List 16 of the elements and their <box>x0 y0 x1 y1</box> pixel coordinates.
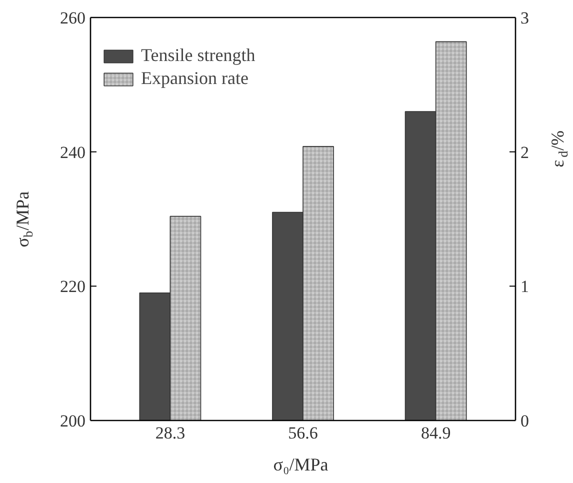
y-axis-title: σb/MPa <box>12 191 36 248</box>
y2-tick-label: 0 <box>520 412 529 430</box>
y2-tick-label: 3 <box>520 8 529 28</box>
x-tick-label: 84.9 <box>420 424 451 442</box>
y2-axis-title: εd/% <box>548 130 570 168</box>
y-tick-label: 220 <box>60 277 86 296</box>
y-tick-label: 240 <box>60 142 86 162</box>
y2-tick-label: 1 <box>520 277 529 296</box>
x-tick-label: 28.3 <box>155 424 186 442</box>
x-axis-title: σ₀/MPa <box>273 454 328 474</box>
y-tick-label: 260 <box>60 8 86 28</box>
x-tick-label: 56.6 <box>288 424 318 442</box>
legend-label: Expansion rate <box>141 68 248 89</box>
y-tick-label: 200 <box>60 412 86 430</box>
y2-tick-label: 2 <box>520 142 529 162</box>
legend-label: Tensile strength <box>141 45 256 66</box>
